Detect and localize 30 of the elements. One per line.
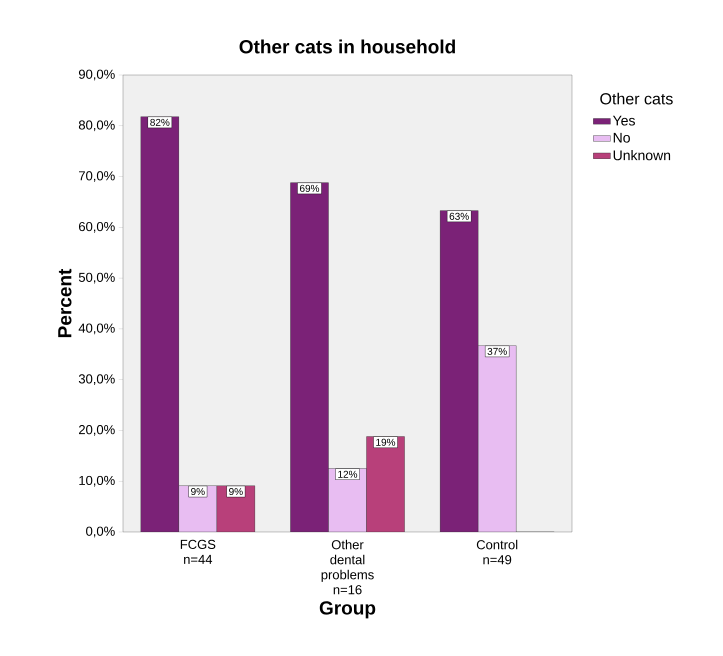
data-label: 19% bbox=[376, 438, 396, 446]
y-tick-label: 50,0% bbox=[78, 272, 115, 284]
x-axis-title: Group bbox=[320, 601, 376, 618]
x-tick-label: Control n=49 bbox=[476, 540, 518, 564]
legend-label: No bbox=[614, 132, 630, 143]
x-tick-label: Other dental problems n=16 bbox=[322, 540, 374, 594]
data-label: 12% bbox=[338, 470, 358, 478]
y-tick-label: 20,0% bbox=[79, 425, 115, 436]
y-tick-label: 90,0% bbox=[78, 70, 115, 80]
y-tick-label: 0,0% bbox=[86, 526, 115, 538]
y-tick-label: 80,0% bbox=[78, 120, 115, 132]
y-tick-label: 30,0% bbox=[78, 374, 115, 386]
data-label: 9% bbox=[229, 488, 243, 496]
y-tick-label: 40,0% bbox=[78, 324, 115, 334]
legend-label: Unknown bbox=[614, 150, 670, 160]
y-tick-label: 70,0% bbox=[79, 171, 115, 182]
data-label: 69% bbox=[300, 184, 320, 192]
data-label: 63% bbox=[450, 212, 469, 220]
y-tick-label: 60,0% bbox=[79, 222, 115, 233]
y-tick-label: 10,0% bbox=[79, 476, 115, 487]
data-label: 9% bbox=[191, 488, 205, 496]
data-label: 37% bbox=[488, 348, 507, 355]
chart-title: Other cats in household bbox=[240, 40, 455, 54]
bar bbox=[366, 436, 405, 532]
bar bbox=[478, 345, 516, 532]
y-axis-title: Percent bbox=[58, 268, 72, 338]
legend-label: Yes bbox=[612, 116, 635, 126]
data-label: 82% bbox=[150, 118, 170, 126]
x-tick-label: FCGS n=44 bbox=[180, 540, 216, 564]
legend-title: Other cats bbox=[600, 92, 673, 104]
